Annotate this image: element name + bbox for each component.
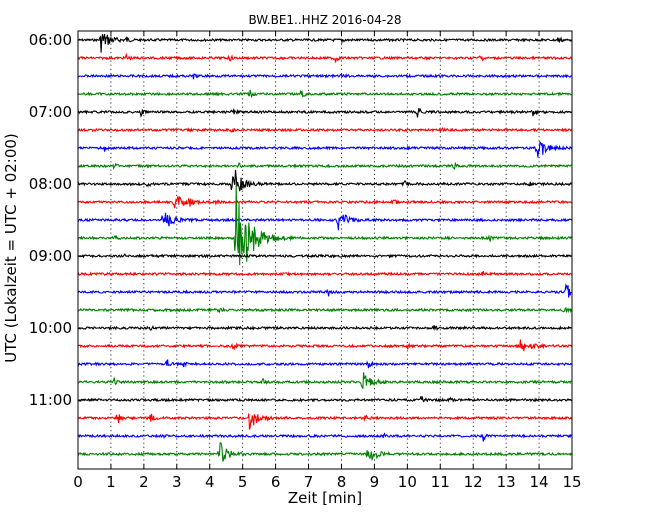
trace-0845 [78,185,572,266]
trace-0915 [78,270,572,277]
y-tick-label: 06:00 [29,31,72,49]
trace-0645 [78,89,572,99]
x-tick-label: 7 [304,473,314,491]
x-tick-label: 2 [139,473,149,491]
trace-0730 [78,140,572,158]
trace-1130 [78,432,572,442]
trace-1000 [78,325,572,332]
x-tick-label: 13 [497,473,516,491]
vertical-grid [110,31,540,469]
trace-1115 [78,413,572,430]
y-axis-label: UTC (Lokalzeit = UTC + 02:00) [2,133,20,363]
x-axis: 0 1 2 3 4 5 6 7 8 9 10 11 12 13 14 15 [73,31,582,491]
trace-1015 [78,339,572,352]
trace-0630 [78,72,572,80]
plot-frame [77,30,573,470]
x-tick-label: 12 [464,473,483,491]
trace-0930 [78,283,572,298]
trace-0945 [78,306,572,314]
x-tick-label: 1 [106,473,116,491]
x-tick-label: 11 [431,473,450,491]
y-tick-label: 11:00 [29,391,72,409]
y-tick-label: 08:00 [29,175,72,193]
x-tick-label: 14 [530,473,549,491]
trace-group [78,33,572,462]
trace-1100 [78,395,572,403]
trace-0815 [78,195,572,209]
x-tick-label: 5 [238,473,248,491]
x-tick-label: 6 [271,473,281,491]
trace-0800 [78,169,572,192]
trace-0830 [78,212,572,231]
y-axis: 06:00 07:00 08:00 09:00 10:00 11:00 [29,31,572,409]
x-tick-label: 4 [205,473,215,491]
y-tick-label: 09:00 [29,247,72,265]
x-tick-label: 9 [370,473,380,491]
y-tick-label: 10:00 [29,319,72,337]
trace-0745 [78,161,572,171]
trace-1030 [78,359,572,369]
x-tick-label: 3 [172,473,182,491]
y-tick-label: 07:00 [29,103,72,121]
trace-1045 [78,372,572,389]
trace-1145 [78,442,572,462]
trace-0600 [78,33,572,53]
chart-title: BW.BE1..HHZ 2016-04-28 [248,13,401,27]
x-tick-label: 0 [73,473,83,491]
trace-0700 [78,107,572,118]
x-tick-label: 8 [337,473,347,491]
trace-0900 [78,253,572,259]
trace-0615 [78,52,572,63]
x-tick-label: 10 [398,473,417,491]
x-axis-label: Zeit [min] [288,489,362,507]
trace-0715 [78,127,572,133]
x-tick-label: 15 [562,473,581,491]
